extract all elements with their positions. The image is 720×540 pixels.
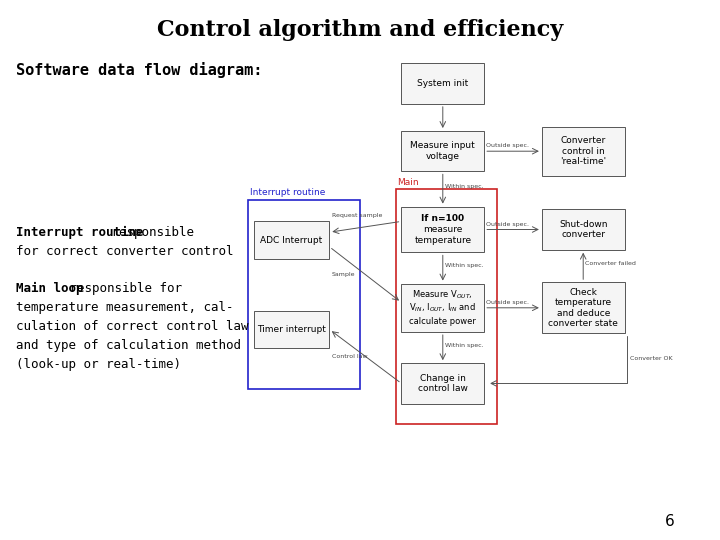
Text: (look-up or real-time): (look-up or real-time): [16, 358, 181, 371]
Text: Main: Main: [397, 178, 418, 187]
Text: Within spec.: Within spec.: [445, 264, 484, 268]
Text: If n=100: If n=100: [421, 214, 464, 223]
Text: ADC Interrupt: ADC Interrupt: [261, 236, 323, 245]
Text: Converter failed: Converter failed: [585, 261, 636, 266]
Text: Change in
control law: Change in control law: [418, 374, 468, 393]
Bar: [402, 63, 484, 104]
Bar: [254, 310, 329, 348]
Text: Within spec.: Within spec.: [445, 343, 484, 348]
Text: Measure V$_{OUT}$,: Measure V$_{OUT}$,: [413, 288, 473, 301]
Text: Within spec.: Within spec.: [445, 184, 484, 189]
Text: Software data flow diagram:: Software data flow diagram:: [16, 62, 262, 78]
Text: Request sample: Request sample: [331, 213, 382, 219]
Bar: [542, 282, 625, 333]
Text: responsible for: responsible for: [63, 282, 182, 295]
Text: Check
temperature
and deduce
converter state: Check temperature and deduce converter s…: [548, 288, 618, 328]
Text: Outside spec.: Outside spec.: [487, 300, 529, 305]
Text: measure: measure: [423, 225, 462, 234]
Text: responsible: responsible: [104, 226, 194, 239]
Text: 6: 6: [665, 514, 675, 529]
Text: Sample: Sample: [331, 272, 355, 276]
Text: Interrupt routine: Interrupt routine: [250, 188, 325, 197]
Bar: [402, 284, 484, 332]
Text: V$_{IN}$, I$_{OUT}$, I$_{IN}$ and: V$_{IN}$, I$_{OUT}$, I$_{IN}$ and: [410, 301, 476, 314]
Text: Outside spec.: Outside spec.: [487, 143, 529, 148]
Text: for correct converter control: for correct converter control: [16, 245, 233, 258]
Text: Control algorithm and efficiency: Control algorithm and efficiency: [157, 19, 563, 40]
Bar: [402, 363, 484, 404]
Text: Converter
control in
'real-time': Converter control in 'real-time': [560, 136, 606, 166]
Text: temperature: temperature: [414, 236, 472, 245]
Text: Shut-down
converter: Shut-down converter: [559, 220, 608, 239]
Text: temperature measurement, cal-: temperature measurement, cal-: [16, 301, 233, 314]
Text: System init: System init: [417, 79, 469, 88]
Bar: [542, 209, 625, 249]
Text: Control law: Control law: [331, 354, 367, 359]
Bar: [402, 206, 484, 252]
Text: Outside spec.: Outside spec.: [487, 221, 529, 227]
Bar: [396, 189, 497, 424]
Bar: [542, 127, 625, 176]
Bar: [254, 221, 329, 259]
Text: Measure input
voltage: Measure input voltage: [410, 141, 475, 161]
Text: Converter OK: Converter OK: [631, 356, 673, 361]
Text: Main loop: Main loop: [16, 282, 84, 295]
Bar: [402, 131, 484, 172]
Text: Interrupt routine: Interrupt routine: [16, 226, 143, 239]
Text: Timer interrupt: Timer interrupt: [257, 325, 326, 334]
Text: calculate power: calculate power: [410, 317, 476, 326]
Text: culation of correct control law: culation of correct control law: [16, 320, 248, 333]
Text: and type of calculation method: and type of calculation method: [16, 339, 240, 352]
Bar: [248, 200, 360, 389]
